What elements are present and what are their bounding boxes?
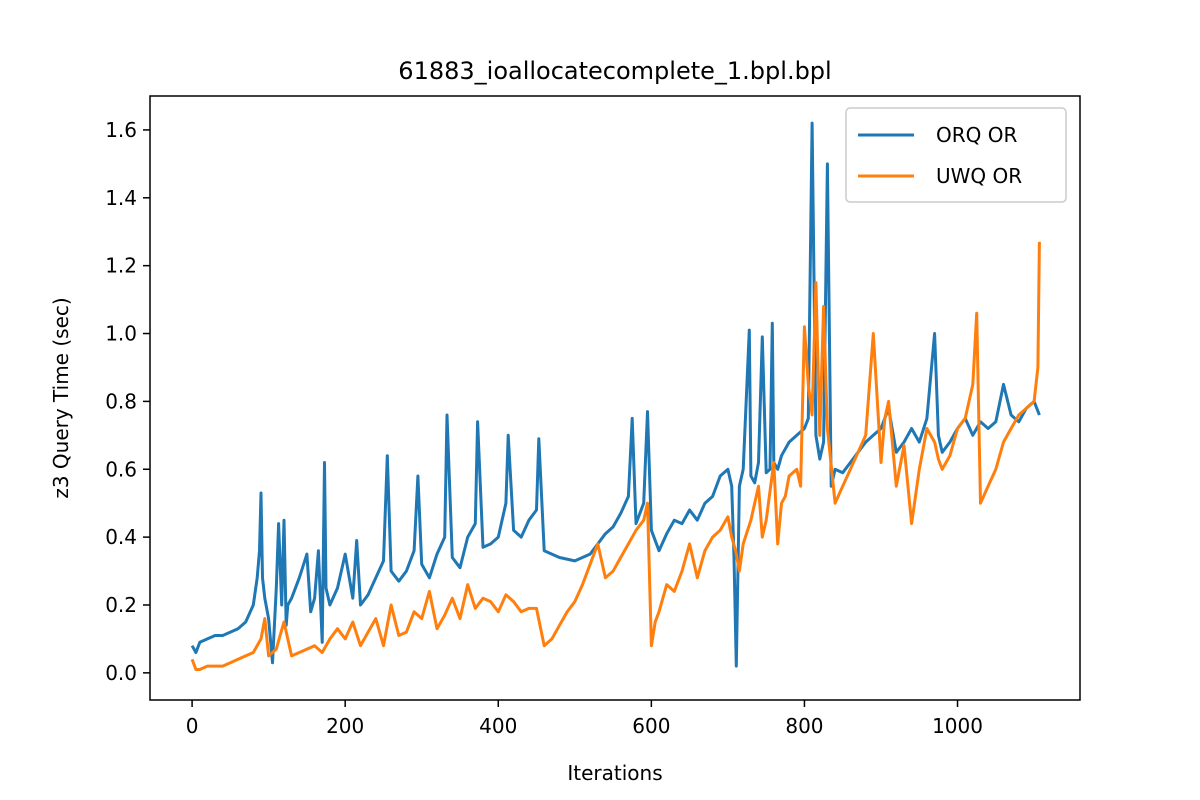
y-tick-label: 1.6 (105, 118, 137, 142)
legend: ORQ OR UWQ OR (845, 107, 1067, 203)
x-axis: 0 200 400 600 800 1000 (186, 700, 983, 738)
series-line-uwq-or (190, 241, 1041, 671)
legend-label-uwq: UWQ OR (936, 164, 1022, 188)
y-axis: 0.0 0.2 0.4 0.6 0.8 1.0 1.2 1.4 1.6 (105, 118, 150, 685)
y-tick-label: 0.2 (105, 593, 137, 617)
y-tick-label: 1.4 (105, 186, 137, 210)
plot-frame (149, 95, 1081, 701)
y-tick-label: 1.2 (105, 254, 137, 278)
x-tick-label: 800 (785, 714, 823, 738)
x-tick-label: 400 (479, 714, 517, 738)
y-tick-label: 0.8 (105, 389, 137, 413)
series-layer (190, 121, 1041, 671)
x-tick-label: 200 (326, 714, 364, 738)
y-tick-label: 0.4 (105, 525, 137, 549)
series-line-orq-or (190, 121, 1041, 668)
y-tick-label: 1.0 (105, 322, 137, 346)
legend-box (845, 107, 1067, 203)
chart-title: 61883_ioallocatecomplete_1.bpl.bpl (398, 57, 831, 85)
x-axis-label: Iterations (567, 761, 662, 785)
y-tick-label: 0.6 (105, 457, 137, 481)
x-tick-label: 600 (632, 714, 670, 738)
y-axis-label: z3 Query Time (sec) (49, 297, 73, 498)
legend-label-orq: ORQ OR (936, 123, 1017, 147)
x-tick-label: 0 (186, 714, 199, 738)
x-tick-label: 1000 (932, 714, 983, 738)
y-tick-label: 0.0 (105, 661, 137, 685)
